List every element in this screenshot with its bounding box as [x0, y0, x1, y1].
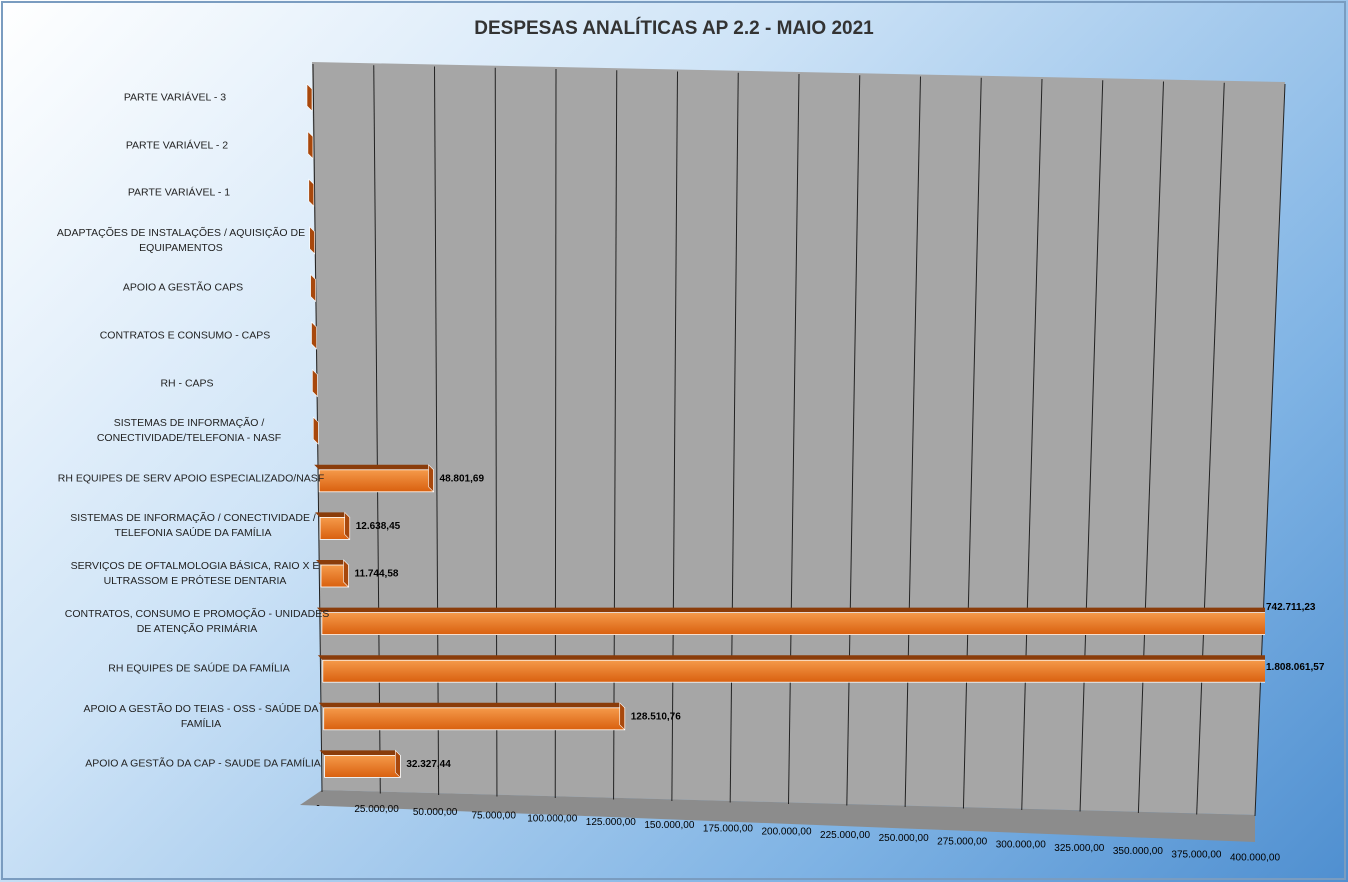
y-tick-label: SISTEMAS DE INFORMAÇÃO / CONECTIVIDADE/T…: [96, 417, 282, 445]
bar-end: [428, 464, 434, 493]
bar-top: [315, 512, 350, 518]
y-tick-label: APOIO A GESTÃO DO TEIAS - OSS - SAÚDE DA…: [83, 702, 319, 730]
y-tick-label: ADAPTAÇÕES DE INSTALAÇÕES / AQUISIÇÃO DE…: [56, 226, 306, 254]
grid-line: [904, 76, 921, 808]
bar-top: [314, 464, 434, 470]
value-label: 128.510,76: [631, 711, 681, 722]
bar-top: [317, 655, 1265, 661]
bar: [321, 612, 1265, 635]
x-tick-label: 275.000,00: [937, 836, 987, 847]
bar-end: [312, 416, 319, 445]
value-label: 12.638,45: [356, 521, 401, 532]
x-tick-label: 100.000,00: [527, 814, 577, 825]
bar-end: [619, 702, 626, 731]
bar-end: [344, 511, 351, 541]
bar: [318, 469, 434, 493]
y-tick-label: SISTEMAS DE INFORMAÇÃO / CONECTIVIDADE /…: [70, 512, 316, 540]
bar-end: [310, 273, 316, 303]
y-tick-label: RH - CAPS: [160, 377, 214, 390]
bar-end: [312, 368, 318, 398]
bar-end: [306, 83, 313, 112]
y-tick-label: RH EQUIPES DE SAÚDE DA FAMÍLIA: [108, 662, 290, 675]
grid-line: [1196, 82, 1225, 815]
x-tick-label: 375.000,00: [1171, 849, 1221, 860]
x-tick-label: 150.000,00: [644, 820, 694, 831]
y-tick-label: PARTE VARIÁVEL - 2: [125, 139, 229, 152]
value-label: 32.327,44: [406, 759, 451, 770]
grid-line: [1137, 81, 1164, 814]
chart-title: DESPESAS ANALÍTICAS AP 2.2 - MAIO 2021: [474, 17, 874, 39]
bar-end: [307, 130, 314, 160]
value-label: 1.808.061,57: [1266, 662, 1325, 673]
bar-top: [316, 560, 349, 565]
x-tick-label: 75.000,00: [471, 810, 516, 821]
bars: [306, 83, 1265, 779]
plot-floor: [300, 790, 1255, 842]
x-tick-label: 50.000,00: [413, 807, 458, 818]
y-tick-label: PARTE VARIÁVEL - 3: [123, 91, 227, 104]
bar-end: [309, 226, 316, 255]
x-tick-label: -: [316, 801, 319, 812]
bar-top: [316, 607, 1265, 613]
y-tick-label: CONTRATOS, CONSUMO E PROMOÇÃO - UNIDADES…: [64, 607, 330, 635]
x-tick-label: 250.000,00: [879, 833, 929, 844]
x-tick-label: 25.000,00: [354, 804, 399, 815]
x-tick-label: 200.000,00: [761, 827, 811, 838]
bar: [322, 659, 1265, 683]
bar-top: [318, 702, 625, 708]
value-label: 11.744,58: [355, 569, 399, 580]
grid-line: [1079, 80, 1104, 812]
y-tick-label: RH EQUIPES DE SERV APOIO ESPECIALIZADO/N…: [57, 472, 325, 485]
grid-line: [1021, 78, 1043, 811]
bar-end: [395, 749, 401, 779]
x-tick-label: 300.000,00: [996, 840, 1046, 851]
y-tick-label: APOIO A GESTÃO CAPS: [122, 281, 244, 294]
bar-end: [308, 178, 315, 207]
y-tick-label: SERVIÇOS DE OFTALMOLOGIA BÁSICA, RAIO X …: [70, 560, 320, 587]
x-tick-label: 175.000,00: [703, 823, 753, 834]
bar: [323, 707, 626, 731]
x-tick-label: 125.000,00: [586, 817, 636, 828]
bar-end: [311, 321, 317, 350]
grid-line: [962, 77, 982, 809]
plot-back: [312, 62, 1285, 815]
x-tick-label: 325.000,00: [1054, 843, 1104, 854]
x-tick-label: 225.000,00: [820, 830, 870, 841]
value-label: 48.801,69: [440, 473, 485, 484]
x-tick-label: 400.000,00: [1230, 853, 1280, 864]
value-label: 742.711,23: [1266, 602, 1316, 613]
y-tick-label: CONTRATOS E CONSUMO - CAPS: [99, 329, 271, 342]
grid-line: [846, 75, 861, 806]
bar-end: [343, 559, 349, 588]
bar-top: [319, 750, 401, 756]
grid-line: [1254, 83, 1286, 817]
x-tick-label: 350.000,00: [1113, 846, 1163, 857]
y-tick-label: APOIO A GESTÃO DA CAP - SAUDE DA FAMÍLIA: [85, 757, 321, 770]
y-tick-label: PARTE VARIÁVEL - 1: [127, 186, 231, 199]
